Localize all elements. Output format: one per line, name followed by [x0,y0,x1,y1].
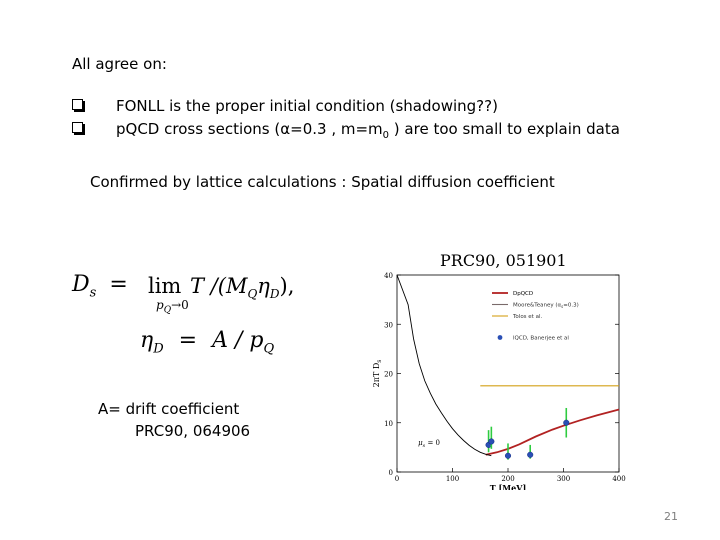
legend-label: lQCD, Banerjee et al [513,336,569,342]
y-axis-label: 2πT Ds [372,360,383,388]
bullet-pqcd: pQCD cross sections (α=0.3 , m=m0 ) are … [116,120,620,141]
x-axis-label: T [MeV] [490,483,526,490]
lqcd-point [563,419,570,426]
drift-reference: PRC90, 064906 [135,422,251,440]
series-line-dpqcd [485,408,620,456]
eta-formula: ηD = A / pQ [140,328,275,357]
x-tick-label: 300 [557,475,570,483]
y-tick-label: 20 [384,371,393,379]
slide-heading: All agree on: [72,55,167,73]
x-tick-label: 0 [395,475,399,483]
confirmed-text: Confirmed by lattice calculations : Spat… [90,173,555,191]
lqcd-point [488,438,495,445]
legend-marker-lqcd [497,335,503,340]
drift-coefficient-note: A= drift coefficient [98,400,240,418]
x-tick-label: 400 [612,475,625,483]
series-line-mooreteaney [396,274,492,457]
lim-subscript: pQ→0 [156,298,189,316]
legend-label: Tolos et al. [512,314,542,320]
lim-operator: lim [148,274,182,298]
lqcd-point [504,452,512,459]
bullet-fonll: FONLL is the proper initial condition (s… [116,97,498,115]
checkbox-bullet-icon [72,122,83,133]
x-tick-label: 200 [501,475,514,483]
ratio-expression: T /(MQηD), [190,274,295,302]
y-tick-label: 10 [384,420,393,428]
page-number: 21 [664,510,678,523]
lqcd-point [527,451,534,458]
y-tick-label: 30 [384,321,393,329]
mu-annotation: μs = 0 [418,439,440,449]
legend-label: DpQCD [513,291,533,297]
legend-label: Moore&Teaney (αs=0.3) [513,303,579,310]
ds-formula: Ds = [72,272,128,301]
checkbox-bullet-icon [72,99,83,110]
y-tick-label: 40 [384,272,393,280]
y-tick-label: 0 [389,469,393,477]
prc-reference-label: PRC90, 051901 [440,251,567,270]
x-tick-label: 100 [446,475,459,483]
